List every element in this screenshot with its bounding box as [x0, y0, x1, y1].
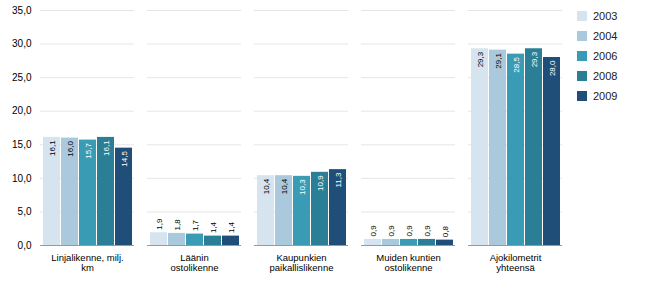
svg-text:28,5: 28,5 — [512, 57, 521, 73]
svg-text:10,3: 10,3 — [298, 179, 307, 195]
svg-text:0,9: 0,9 — [369, 225, 378, 237]
svg-text:10,0: 10,0 — [12, 173, 32, 184]
svg-text:11,3: 11,3 — [334, 172, 343, 188]
svg-text:16,1: 16,1 — [48, 140, 57, 156]
html-text:2009: 2009 — [593, 90, 618, 102]
svg-text:20,0: 20,0 — [12, 105, 32, 116]
svg-text:10,4: 10,4 — [280, 178, 289, 194]
svg-text:1,4: 1,4 — [209, 221, 218, 233]
svg-text:5,0: 5,0 — [18, 206, 32, 217]
svg-text:28,0: 28,0 — [548, 60, 557, 76]
html-text:2006: 2006 — [593, 50, 618, 62]
svg-text:0,9: 0,9 — [387, 225, 396, 237]
svg-text:10,4: 10,4 — [262, 178, 271, 194]
html-text:2008: 2008 — [593, 70, 618, 82]
html-text:2004: 2004 — [593, 30, 618, 42]
svg-text:0,0: 0,0 — [18, 240, 32, 251]
svg-text:0,8: 0,8 — [441, 225, 450, 237]
svg-text:15,7: 15,7 — [84, 143, 93, 159]
svg-text:29,3: 29,3 — [530, 51, 539, 67]
svg-text:29,1: 29,1 — [494, 53, 503, 69]
svg-text:14,5: 14,5 — [120, 151, 129, 167]
svg-text:10,9: 10,9 — [316, 175, 325, 191]
svg-text:16,1: 16,1 — [102, 140, 111, 156]
svg-text:Lääninostolikenne: Lääninostolikenne — [170, 252, 218, 273]
svg-text:1,9: 1,9 — [155, 218, 164, 230]
svg-text:30,0: 30,0 — [12, 38, 32, 49]
svg-text:Linjalikenne, milj.km: Linjalikenne, milj.km — [51, 252, 123, 273]
svg-text:16,0: 16,0 — [66, 141, 75, 157]
svg-text:1,7: 1,7 — [191, 219, 200, 231]
svg-text:Ajokilometrityhteensä: Ajokilometrityhteensä — [490, 252, 542, 273]
svg-text:35,0: 35,0 — [12, 5, 32, 16]
svg-text:29,3: 29,3 — [476, 51, 485, 67]
svg-text:Kaupunkienpaikallislikenne: Kaupunkienpaikallislikenne — [270, 252, 334, 273]
svg-text:Muiden kuntienostolikenne: Muiden kuntienostolikenne — [376, 252, 440, 273]
html-text:2003: 2003 — [593, 10, 618, 22]
svg-text:1,4: 1,4 — [227, 221, 236, 233]
svg-text:1,8: 1,8 — [173, 219, 182, 231]
svg-text:15,0: 15,0 — [12, 139, 32, 150]
svg-text:0,9: 0,9 — [423, 225, 432, 237]
svg-text:0,9: 0,9 — [405, 225, 414, 237]
svg-text:25,0: 25,0 — [12, 72, 32, 83]
